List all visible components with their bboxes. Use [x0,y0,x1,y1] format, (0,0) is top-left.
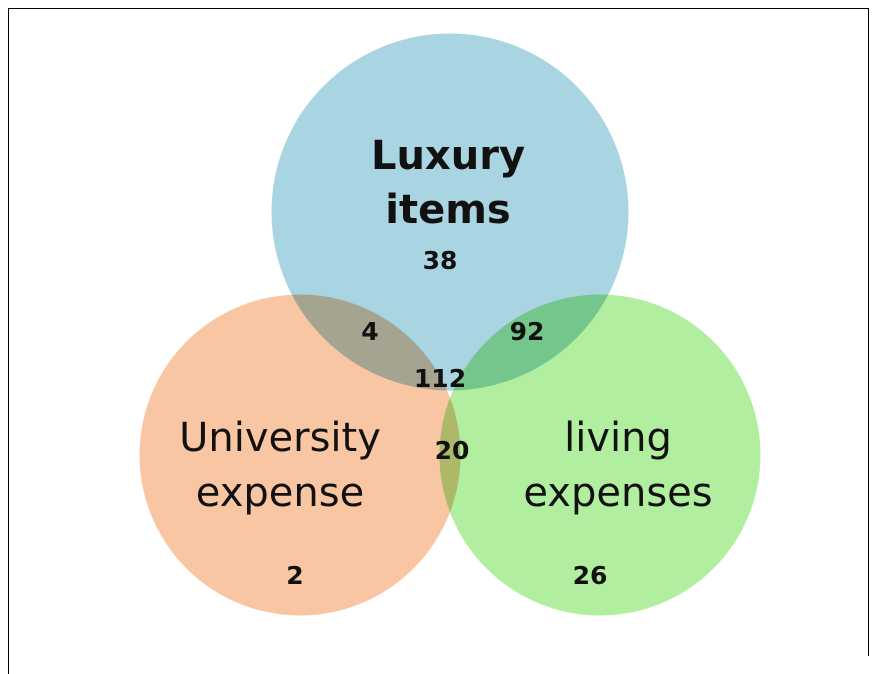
region-count: 4 [361,317,378,346]
set-label: items [385,187,510,233]
frame [8,8,869,674]
region-count: 2 [286,561,303,590]
set-label: expenses [523,470,712,516]
set-circle [436,291,764,619]
region-count: 38 [423,246,458,275]
region-count: 112 [414,364,466,393]
set-label: Luxury [371,133,525,179]
set-label: living [564,415,672,461]
circles [136,30,764,619]
set-label: expense [196,470,364,516]
region-count: 20 [435,436,470,465]
region-count: 92 [510,317,545,346]
set-label: University [179,415,381,461]
region-count: 26 [573,561,608,590]
